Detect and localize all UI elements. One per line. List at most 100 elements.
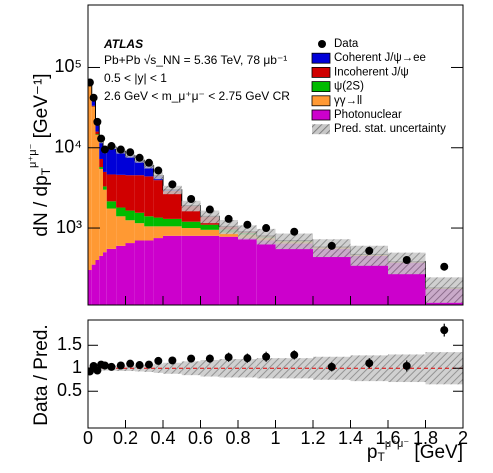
x-tick-label: 1.6 [375,428,400,448]
y-tick-label: 10⁵ [55,56,82,76]
x-tick-label: 0.2 [113,428,138,448]
ratio-uncertainty-band [238,359,257,378]
stack-segment [95,259,100,305]
ratio-point [187,354,196,363]
data-point [88,78,94,87]
data-point [100,145,109,154]
annotation: Pb+Pb √s_NN = 5.36 TeV, 78 μb⁻¹ [104,53,287,67]
main-plot [88,78,463,305]
ratio-point [168,356,177,365]
ratio-point [402,361,411,370]
legend-label: Incoherent J/ψ [334,66,409,78]
ratio-point [154,356,163,365]
ratio-y-label: Data / Pred. [31,324,52,425]
ratio-uncertainty-band [181,361,201,376]
stack-segment [163,190,182,219]
stack-segment [219,236,238,305]
data-point [440,262,449,271]
x-tick-label: 1.2 [300,428,325,448]
stack-segment [134,160,145,176]
stack-segment [200,235,220,305]
stack-segment [200,224,220,230]
legend-swatch [311,95,331,107]
x-tick-label: 0.4 [150,428,175,448]
y-tick-label: 0.5 [57,380,82,400]
stack-segment [181,221,201,229]
ratio-point [290,350,299,359]
legend-label: ψ(2S) [334,81,364,93]
ratio-point [365,359,374,368]
stack-segment [313,248,351,305]
x-tick-label: 0 [83,428,93,448]
stack-segment [91,99,96,106]
ratio-point [126,359,135,368]
uncertainty-band [238,225,257,240]
stack-segment [99,167,103,169]
y-tick-label: 1 [72,357,82,377]
data-point [144,158,153,167]
ratio-plot [88,323,463,385]
stack-segment [91,264,96,305]
data-point [187,194,196,203]
data-point [243,220,252,229]
stack-segment [103,252,107,305]
atlas-label: ATLAS [103,37,143,51]
stack-segment [103,189,107,253]
legend-swatch [311,52,331,64]
data-point [97,134,106,143]
data-point [168,180,177,189]
stack-segment [125,243,135,305]
stack-segment [144,226,154,241]
uncertainty-band [153,172,163,180]
ratio-point [144,360,153,369]
stack-segment [95,134,100,136]
legend-marker [318,40,326,48]
stack-segment [103,171,107,187]
data-point [93,117,102,126]
stack-segment [163,226,182,236]
ratio-point [100,361,109,370]
stack-segment [95,135,100,260]
stack-segment [144,165,154,177]
stack-segment [275,243,313,305]
uncertainty-band [425,277,463,303]
stack-segment [238,238,257,305]
stack-segment [91,106,96,265]
stack-segment [103,151,107,172]
data-point [224,214,233,223]
stack-segment [181,235,201,305]
ratio-point [262,352,271,361]
y-axis-label: dN / dpTμ⁺μ⁻ [GeV⁻¹] [27,73,53,236]
legend-label: Coherent J/ψ→ee [334,52,426,64]
stack-segment [219,232,238,237]
legend-swatch [311,81,331,92]
stack-segment [116,207,126,217]
x-tick-label: 1.4 [338,428,363,448]
data-point [205,205,214,214]
uncertainty-band [275,233,313,250]
x-tick-label: 1 [270,428,280,448]
stack-segment [116,174,126,208]
ratio-point [205,354,214,363]
stack-segment [153,226,163,239]
stack-segment [103,186,107,190]
stack-segment [125,155,135,176]
stack-segment [144,176,154,217]
stack-segment [144,216,154,227]
data-point [154,166,163,175]
y-tick-label: 10³ [56,217,82,237]
stack-segment [125,220,135,244]
data-point [89,93,98,102]
data-point [126,148,135,157]
x-tick-label: 2 [458,428,468,448]
uncertainty-band [200,210,220,224]
annotation: 0.5 < |y| < 1 [104,71,167,85]
ratio-point [116,361,125,370]
stack-segment [153,217,163,227]
legend-label: γγ→ll [334,95,362,107]
ratio-point [327,362,336,371]
y-tick-label: 1.5 [57,334,82,354]
stack-segment [106,201,117,209]
legend-label: Photonuclear [334,109,402,121]
